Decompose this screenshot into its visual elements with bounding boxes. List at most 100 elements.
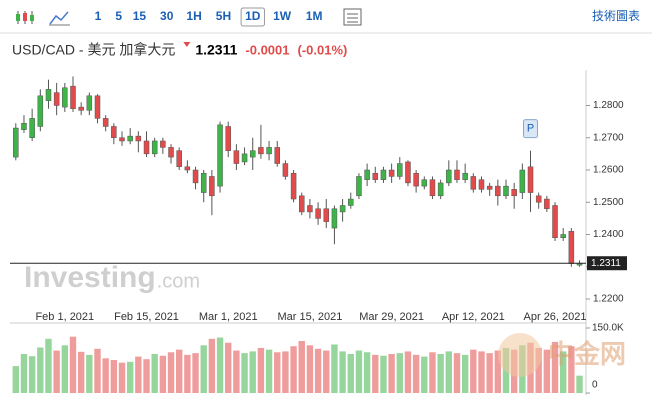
volume-bar bbox=[28, 356, 36, 393]
candle-body bbox=[454, 169, 460, 180]
candle-body bbox=[160, 140, 166, 148]
interval-button[interactable]: 1M bbox=[306, 9, 323, 23]
candle-body bbox=[339, 205, 346, 213]
volume-bar bbox=[110, 360, 118, 393]
price-change-percent: (-0.01%) bbox=[298, 42, 348, 57]
candle-body bbox=[429, 179, 436, 197]
candle-body bbox=[241, 153, 248, 163]
interval-button[interactable]: 5 bbox=[115, 9, 122, 23]
volume-bar bbox=[453, 353, 461, 393]
candle-body bbox=[53, 92, 60, 106]
candle-body bbox=[21, 122, 27, 130]
volume-bar bbox=[94, 348, 101, 393]
volume-bar bbox=[249, 351, 256, 393]
last-price: 1.2311 bbox=[195, 42, 237, 58]
volume-bar bbox=[102, 358, 109, 393]
volume-bar bbox=[478, 351, 485, 393]
candle-body bbox=[86, 95, 93, 111]
candle-body bbox=[37, 95, 44, 127]
candle-body bbox=[511, 189, 517, 197]
volume-bar bbox=[118, 362, 126, 393]
candle-body bbox=[568, 231, 575, 264]
x-tick-label: Apr 12, 2021 bbox=[442, 311, 505, 323]
volume-bar bbox=[559, 351, 567, 393]
x-tick-label: Mar 29, 2021 bbox=[359, 311, 424, 323]
volume-bar bbox=[576, 375, 583, 393]
candle-body bbox=[405, 161, 411, 184]
candle-body bbox=[249, 150, 256, 158]
candle-body bbox=[282, 163, 289, 177]
line-icon[interactable] bbox=[49, 11, 70, 26]
candle-body bbox=[102, 118, 109, 127]
volume-bar bbox=[167, 352, 175, 393]
volume-bar bbox=[53, 350, 60, 393]
icon-body bbox=[23, 13, 27, 21]
volume-bar bbox=[568, 346, 575, 393]
candle-body bbox=[470, 176, 477, 190]
interval-button[interactable]: 30 bbox=[160, 9, 174, 23]
candle-body bbox=[486, 185, 493, 190]
icon-body bbox=[30, 15, 34, 21]
volume-bar bbox=[257, 347, 265, 393]
volume-bar bbox=[355, 350, 363, 393]
volume-bar bbox=[12, 366, 19, 393]
y-tick-label: 1.2600 bbox=[593, 165, 624, 176]
x-tick-label: Feb 15, 2021 bbox=[114, 311, 179, 323]
candle-body bbox=[380, 169, 387, 180]
candle-body bbox=[527, 166, 534, 193]
candle-body bbox=[78, 106, 84, 111]
interval-button[interactable]: 1D bbox=[245, 9, 261, 23]
interval-button[interactable]: 1H bbox=[186, 9, 201, 23]
volume-bar bbox=[543, 349, 551, 393]
volume-bar bbox=[437, 354, 444, 393]
volume-bar bbox=[331, 344, 338, 393]
last-price-tag bbox=[587, 256, 627, 271]
annotation-label: P bbox=[527, 123, 534, 135]
volume-bar bbox=[61, 345, 69, 393]
candle-body bbox=[151, 140, 158, 155]
volume-bar bbox=[298, 341, 305, 393]
interval-bar: 1 5 15 30 1H 5H 1D 1W 1M bbox=[95, 7, 323, 27]
instrument-title: USD/CAD - 美元 加拿大元 bbox=[12, 42, 175, 58]
volume-bar bbox=[265, 349, 273, 393]
volume-bar bbox=[176, 349, 183, 393]
candle-body bbox=[45, 89, 52, 101]
candle-icon[interactable] bbox=[14, 10, 38, 26]
site-watermark: 中金网 bbox=[548, 339, 626, 369]
volume-bar bbox=[69, 336, 77, 393]
volume-bar bbox=[290, 346, 297, 393]
volume-bar bbox=[421, 356, 428, 393]
down-arrow bbox=[183, 42, 191, 47]
interval-button[interactable]: 5H bbox=[216, 9, 231, 23]
candle-body bbox=[119, 137, 125, 142]
x-tick-label: Feb 1, 2021 bbox=[35, 311, 94, 323]
y-tick-label: 1.2500 bbox=[593, 197, 624, 208]
interval-button[interactable]: 1 bbox=[95, 9, 102, 23]
volume-bar bbox=[225, 342, 232, 393]
y-tick-label: 1.2400 bbox=[593, 229, 624, 240]
tech-chart-link[interactable]: 技術圖表 bbox=[592, 9, 640, 23]
volume-bar bbox=[372, 354, 379, 393]
candle-body bbox=[209, 176, 215, 197]
interval-button[interactable]: 1W bbox=[273, 9, 292, 23]
candle-body bbox=[315, 208, 321, 219]
interval-button[interactable]: 15 bbox=[133, 9, 147, 23]
volume-bar bbox=[159, 355, 167, 393]
volume-bar bbox=[126, 361, 134, 393]
volume-bar bbox=[412, 354, 420, 393]
candle-body bbox=[29, 118, 35, 138]
volume-bar bbox=[535, 347, 542, 393]
volume-bar bbox=[45, 338, 52, 393]
volume-bar bbox=[184, 354, 191, 393]
volume-bar bbox=[274, 352, 281, 393]
candle-body bbox=[544, 198, 550, 209]
candle-body bbox=[62, 87, 68, 108]
icon-body bbox=[16, 14, 20, 21]
y-tick-label: 1.2700 bbox=[593, 132, 624, 143]
volume-bar bbox=[470, 349, 477, 393]
volume-bar bbox=[135, 356, 142, 393]
settings-icon[interactable] bbox=[343, 8, 362, 26]
volume-bar bbox=[380, 355, 387, 393]
candle-body bbox=[111, 126, 117, 138]
candle-body bbox=[168, 147, 174, 158]
